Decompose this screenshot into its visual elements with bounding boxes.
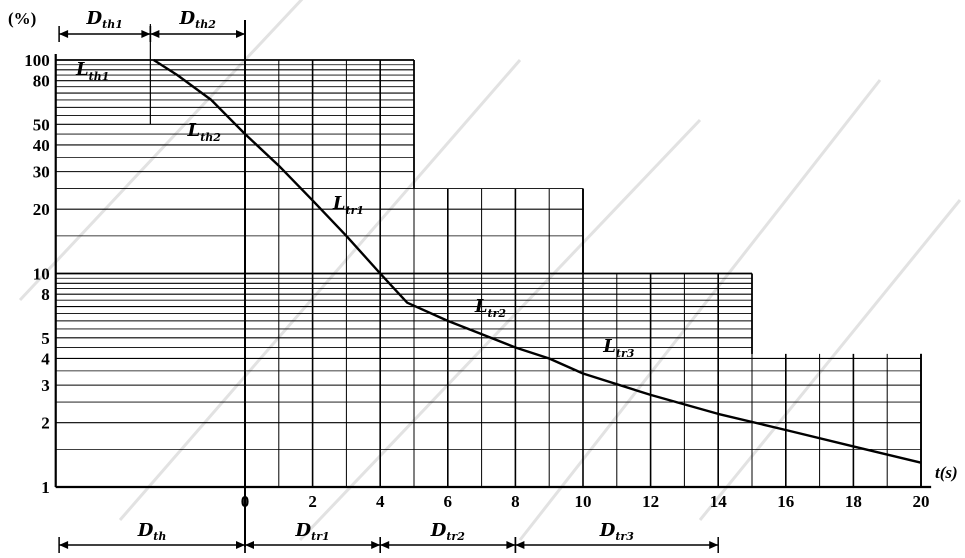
curve-line [153,58,922,464]
y-tick-label: 2 [41,414,50,433]
watermark-stroke [18,0,304,302]
y-unit-label: (%) [8,9,36,28]
curve-label-tr1: Ltr1 [332,193,364,217]
dimension-label-tr3: Dtr3 [599,520,634,543]
x-tick-label: 2 [308,492,317,511]
dimension-label-th2: Dth2 [179,8,217,31]
x-tick-label: 10 [575,492,592,511]
bottom-dim-tr2-arrow-left [380,541,390,549]
dimension-label-th1: Dth1 [86,8,123,31]
top-dim-th2-arrow-left [150,30,160,38]
y-tick-label: 40 [33,136,50,155]
curve-label-sub: th1 [89,70,110,83]
x-tick-label: 0 [241,492,250,511]
dimension-label-sub: tr1 [311,530,330,543]
dimension-label-sub: th2 [195,18,216,31]
dimension-label-sub: th1 [102,18,123,31]
y-tick-label: 5 [41,329,50,348]
chart-curve-group [153,58,922,464]
curve-label-sub: th2 [200,131,221,144]
curve-label-sub: tr1 [346,204,365,217]
y-tick-label: 1 [41,478,50,497]
watermark-stroke [698,199,962,521]
y-tick-label: 10 [33,265,50,284]
chart-dimensions: Dth1 Dth2 Dth Dtr1 Dtr2 Dtr3 [58,8,719,553]
curve-label-sub: tr2 [487,307,506,320]
y-tick-label: 20 [33,200,50,219]
top-dim-th2-arrow-right [236,30,245,38]
bottom-dim-tr3-arrow-left [515,541,525,549]
chart-grid [55,59,922,488]
dimension-label-tr1: Dtr1 [295,520,330,543]
top-dim-th1-arrow-left [59,30,69,38]
x-tick-label: 6 [444,492,453,511]
x-tick-label: 8 [511,492,520,511]
dimension-label-th: Dth [137,520,167,543]
y-tick-label: 80 [33,72,50,91]
curve-label-sub: tr3 [616,347,635,360]
watermark-stroke [118,59,522,521]
curve-label-tr3: Ltr3 [602,336,635,360]
dimension-label-sub: tr3 [615,530,634,543]
watermark-stroke [518,79,882,541]
bottom-dim-tr2-arrow-right [506,541,516,549]
dimension-label-tr2: Dtr2 [430,520,465,543]
watermark [18,0,962,542]
bottom-dim-tr1-arrow-left [245,541,254,549]
y-tick-label: 100 [24,51,50,70]
x-tick-label: 12 [642,492,659,511]
x-tick-label: 4 [376,492,385,511]
bottom-dim-tr3-arrow-right [709,541,719,549]
bottom-dim-th-arrow-right [236,541,245,549]
x-tick-label: 14 [710,492,728,511]
y-tick-label: 30 [33,163,50,182]
curve-label-th1: Lth1 [75,59,109,83]
bottom-dim-th-arrow-left [59,541,69,549]
x-tick-label: 18 [845,492,862,511]
dimension-label-sub: tr2 [446,530,465,543]
watermark-stroke [298,118,702,542]
bottom-dim-tr1-arrow-right [371,541,381,549]
x-tick-label: 16 [777,492,794,511]
y-tick-label: 3 [41,376,50,395]
y-tick-label: 4 [41,349,50,368]
x-unit-label: t(s) [935,463,958,482]
dimension-label-sub: th [153,530,166,543]
y-tick-label: 8 [41,285,50,304]
top-dim-th1-arrow-right [141,30,151,38]
x-tick-label: 20 [913,492,930,511]
curve-label-tr2: Ltr2 [474,296,507,320]
y-tick-label: 50 [33,115,50,134]
